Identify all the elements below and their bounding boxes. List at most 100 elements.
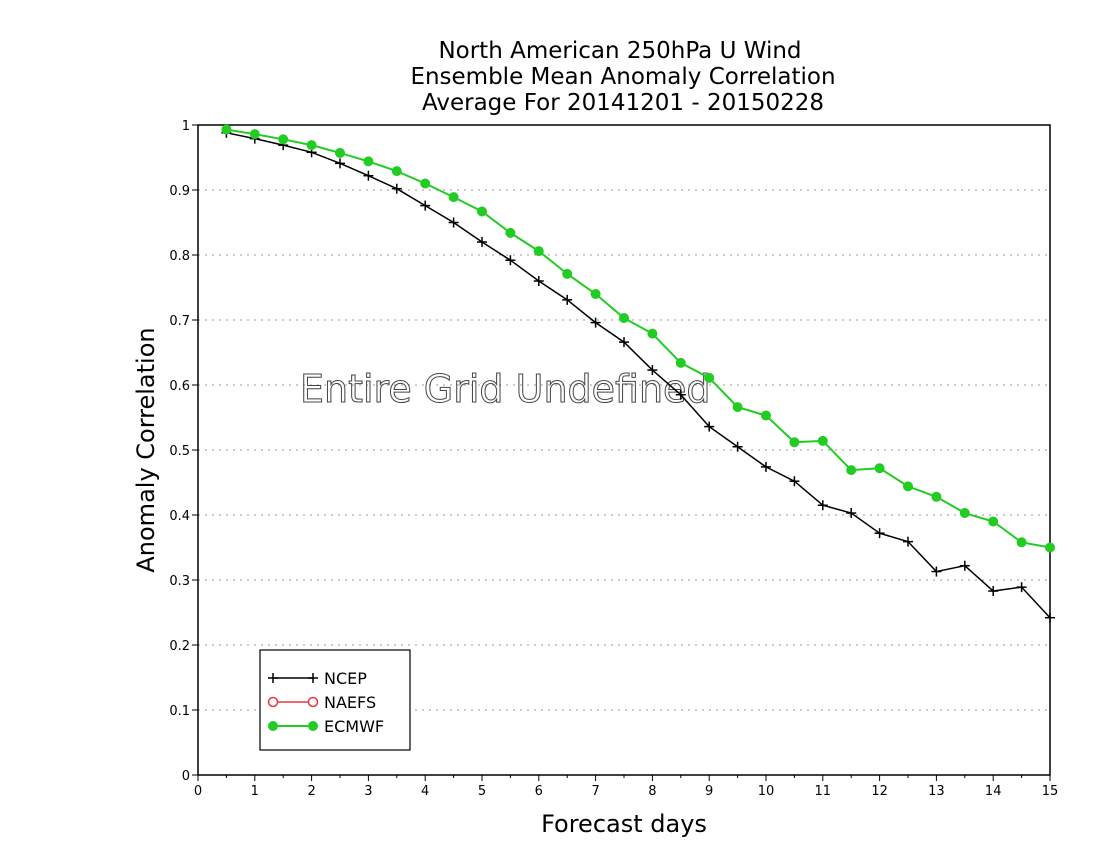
x-tick-label: 3 <box>364 784 372 799</box>
y-tick-label: 0.8 <box>169 249 190 264</box>
ecmwf-point <box>647 328 658 339</box>
legend-item-naefs: NAEFS <box>267 693 376 712</box>
ecmwf-point <box>505 227 516 238</box>
ncep-point <box>874 528 885 539</box>
legend-label-naefs: NAEFS <box>324 693 376 712</box>
x-tick-label: 12 <box>871 784 888 799</box>
y-tick-label: 0.2 <box>169 639 190 654</box>
x-tick-label: 14 <box>985 784 1002 799</box>
ncep-point <box>1016 582 1027 593</box>
y-tick-label: 0.5 <box>169 444 190 459</box>
ecmwf-point <box>931 491 942 502</box>
y-tick-label: 0.4 <box>169 509 190 524</box>
legend-marker <box>267 696 279 708</box>
ecmwf-point <box>1016 537 1027 548</box>
ecmwf-point <box>846 465 857 476</box>
legend-marker <box>307 696 319 708</box>
ncep-point <box>704 421 715 432</box>
ecmwf-point <box>477 206 487 217</box>
x-tick-label: 2 <box>307 784 315 799</box>
y-tick-label: 0.9 <box>169 184 190 199</box>
ecmwf-point <box>533 246 544 257</box>
title-line-3: Average For 20141201 - 20150228 <box>422 90 824 116</box>
y-axis-label: Anomaly Correlation <box>132 327 160 572</box>
y-tick-label: 1 <box>182 119 190 134</box>
chart-title: North American 250hPa U Wind Ensemble Me… <box>410 38 835 116</box>
ncep-point <box>988 586 999 597</box>
ncep-point <box>732 441 743 452</box>
ecmwf-point <box>903 481 913 492</box>
x-tick-label: 0 <box>194 784 202 799</box>
ecmwf-point <box>221 124 232 135</box>
ecmwf-point <box>448 192 459 203</box>
y-tick-label: 0.1 <box>169 704 190 719</box>
ncep-point <box>619 337 629 348</box>
ncep-point <box>675 389 686 400</box>
y-tick-labels: 0 0.1 0.2 0.3 0.4 0.5 0.6 0.7 0.8 0.9 1 <box>169 119 190 784</box>
ecmwf-point <box>988 516 999 527</box>
ecmwf-point <box>761 410 771 421</box>
x-axis-label: Forecast days <box>541 810 707 838</box>
y-tick-label: 0.7 <box>169 314 190 329</box>
series-ecmwf <box>221 124 1055 553</box>
ecmwf-point <box>306 140 317 151</box>
x-tick-label: 15 <box>1042 784 1059 799</box>
x-tick-label: 1 <box>251 784 259 799</box>
legend-item-ecmwf: ECMWF <box>268 717 384 736</box>
ncep-point <box>448 217 459 228</box>
ncep-point <box>789 476 800 487</box>
legend-marker <box>268 721 278 731</box>
ecmwf-point <box>249 129 260 140</box>
x-tick-label: 7 <box>591 784 599 799</box>
undefined-grid-annotation: Entire Grid Undefined <box>300 367 711 411</box>
legend-label-ecmwf: ECMWF <box>324 717 384 736</box>
ncep-point <box>363 170 374 181</box>
ecmwf-point <box>1045 542 1055 553</box>
x-tick-labels: 0 1 2 3 4 5 6 7 8 9 10 11 12 13 14 15 <box>194 784 1058 799</box>
ncep-point <box>590 317 601 328</box>
legend-marker <box>308 673 318 683</box>
series-layer <box>221 124 1055 623</box>
ecmwf-point <box>590 289 601 299</box>
x-tick-label: 4 <box>421 784 429 799</box>
ncep-point <box>817 500 828 511</box>
y-tick-label: 0.6 <box>169 379 190 394</box>
ecmwf-point <box>874 463 885 474</box>
ncep-point <box>959 560 970 571</box>
ncep-point <box>903 536 913 547</box>
ncep-point <box>477 237 487 247</box>
x-tick-label: 10 <box>758 784 775 799</box>
x-tick-label: 11 <box>815 784 832 799</box>
ecmwf-point <box>704 372 715 383</box>
ecmwf-point <box>675 357 686 368</box>
ecmwf-point <box>732 402 743 413</box>
ncep-point <box>391 183 402 194</box>
legend-item-ncep: NCEP <box>268 669 367 688</box>
x-tick-label: 8 <box>648 784 656 799</box>
ecmwf-point <box>391 166 402 177</box>
ncep-point <box>846 508 857 519</box>
y-tick-label: 0 <box>182 769 190 784</box>
ncep-point <box>931 566 942 577</box>
x-tick-label: 5 <box>478 784 486 799</box>
ncep-point <box>420 200 431 211</box>
ncep-line <box>226 132 1051 619</box>
legend-marker <box>268 673 278 683</box>
legend-label-ncep: NCEP <box>324 669 367 688</box>
ecmwf-point <box>335 147 345 158</box>
ecmwf-point <box>562 268 573 279</box>
ncep-point <box>1045 612 1055 623</box>
x-tick-label: 13 <box>928 784 945 799</box>
ncep-point <box>647 365 658 376</box>
legend-box <box>259 649 411 751</box>
ecmwf-point <box>278 134 289 145</box>
ecmwf-point <box>420 178 431 189</box>
x-tick-label: 9 <box>705 784 713 799</box>
ncep-point <box>335 158 345 169</box>
ncep-point <box>505 255 516 266</box>
grid-lines <box>198 189 1050 711</box>
ncep-point <box>533 276 544 286</box>
legend-marker <box>308 721 318 731</box>
ecmwf-point <box>817 435 828 446</box>
